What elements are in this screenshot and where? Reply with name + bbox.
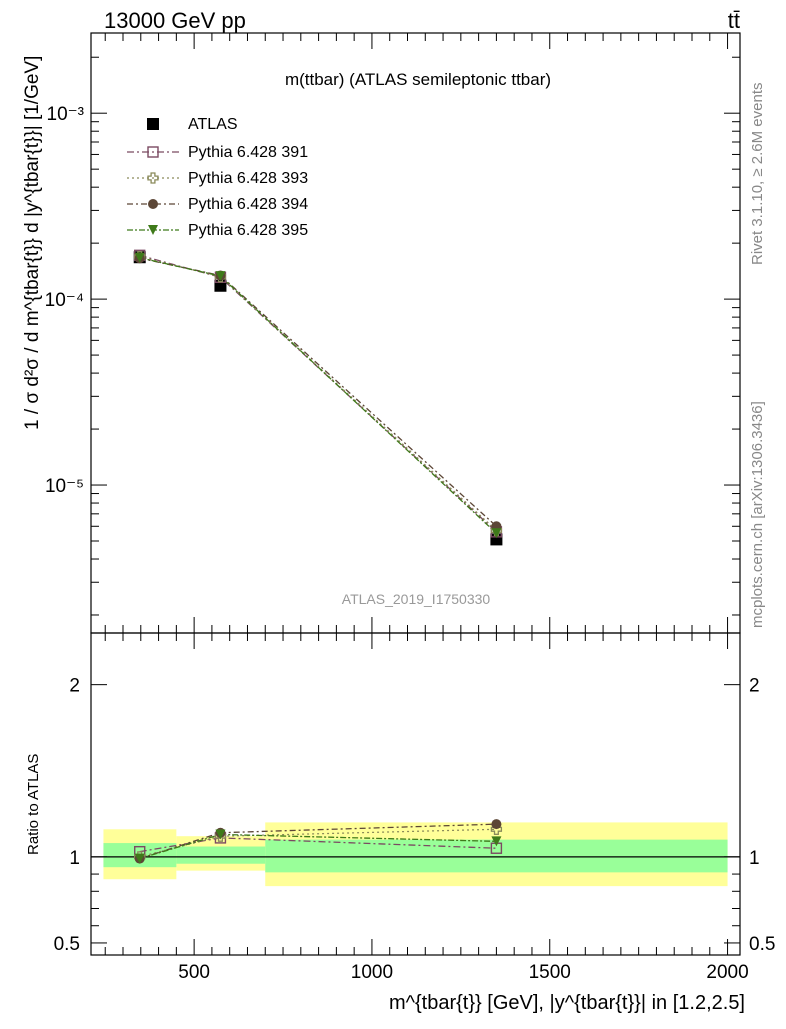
ratio-y-tick-label-right-1: 1 [749, 848, 760, 869]
main-series-2 [139, 256, 497, 531]
main-y-tick-label-1e-3: 10⁻³ [47, 104, 85, 125]
ratio-ticks [91, 633, 740, 955]
process-label: tt̄ [728, 8, 740, 33]
main-y-tick-labels: 10⁻⁵ 10⁻⁴ 10⁻³ [45, 104, 84, 497]
main-data-point [134, 252, 145, 263]
main-ticks [91, 33, 740, 633]
x-tick-label-2000: 2000 [706, 962, 748, 983]
main-series-line [139, 257, 497, 534]
ratio-y-axis-label: Ratio to ATLAS [25, 754, 42, 855]
ratio-y-tick-label-0.5: 0.5 [54, 934, 80, 955]
energy-label: 13000 GeV pp [104, 8, 246, 33]
ratio-uncertainty-bands [91, 822, 740, 887]
ratio-y-tick-labels-right: 0.5 1 2 [749, 676, 775, 955]
x-tick-label-1500: 1500 [529, 962, 571, 983]
ratio-data-point [215, 829, 226, 840]
main-plot-panel: 10⁻⁵ 10⁻⁴ 10⁻³ m(ttbar) (ATLAS semilepto… [22, 32, 741, 634]
legend-label-pythia-395: Pythia 6.428 395 [188, 222, 308, 239]
main-data-point [215, 271, 226, 282]
ratio-y-tick-label-2: 2 [69, 676, 80, 697]
main-y-tick-label-1e-4: 10⁻⁴ [45, 290, 84, 311]
main-series-3 [139, 257, 497, 527]
ratio-y-tick-label-right-2: 2 [749, 676, 760, 697]
main-series-1 [139, 254, 497, 533]
main-series-line [139, 257, 497, 527]
x-axis-label: m^{tbar{t}} [GeV], |y^{tbar{t}}| in [1.2… [389, 992, 745, 1014]
legend-label-pythia-394: Pythia 6.428 394 [188, 196, 308, 213]
legend: ATLAS Pythia 6.428 391 Pythia 6.428 393 … [127, 116, 308, 239]
x-tick-labels: 500 1000 1500 2000 [178, 962, 748, 983]
legend-label-atlas: ATLAS [188, 116, 238, 133]
main-series-markers-1 [134, 249, 503, 538]
x-tick-label-1000: 1000 [351, 962, 393, 983]
ratio-series-markers-3 [134, 829, 502, 864]
main-series-markers-4 [134, 252, 502, 539]
ratio-plot-frame [90, 632, 741, 956]
main-series-markers-2 [134, 251, 503, 537]
watermark: ATLAS_2019_I1750330 [342, 591, 491, 607]
main-data-layer [133, 249, 503, 546]
ratio-y-tick-label-right-0.5: 0.5 [749, 934, 775, 955]
main-series-markers-0 [133, 251, 503, 546]
legend-marker [147, 146, 159, 158]
ratio-data-point [134, 853, 145, 864]
legend-marker [147, 118, 159, 130]
legend-label-pythia-391: Pythia 6.428 391 [188, 144, 308, 161]
ratio-data-point [491, 819, 502, 830]
legend-label-pythia-393: Pythia 6.428 393 [188, 170, 308, 187]
x-tick-label-500: 500 [178, 962, 210, 983]
mcplots-info: mcplots.cern.ch [arXiv:1306.3436] [749, 401, 766, 628]
main-data-point [491, 528, 502, 539]
legend-marker [147, 172, 159, 184]
main-y-tick-label-1e-5: 10⁻⁵ [45, 476, 84, 497]
ratio-plot-panel: Ratio to ATLAS 0.5 1 2 0.5 1 2 500 1000 … [25, 632, 775, 1014]
plot-title: m(ttbar) (ATLAS semileptonic ttbar) [285, 70, 551, 89]
main-series-4 [139, 257, 497, 534]
ratio-data-layer [134, 819, 503, 864]
rivet-info: Rivet 3.1.10, ≥ 2.6M events [749, 83, 766, 266]
main-y-axis-label: 1 / σ d²σ / d m^{tbar{t}} d |y^{tbar{t}}… [22, 56, 43, 430]
ratio-y-tick-labels-left: 0.5 1 2 [54, 676, 80, 955]
main-series-line [139, 256, 497, 531]
ratio-band-inner [176, 846, 266, 864]
main-series-line [139, 254, 497, 533]
ratio-y-tick-label-1: 1 [69, 848, 80, 869]
main-series-markers-3 [134, 253, 502, 532]
legend-marker [148, 199, 158, 209]
ratio-data-point [491, 836, 502, 847]
legend-marker [148, 225, 158, 235]
